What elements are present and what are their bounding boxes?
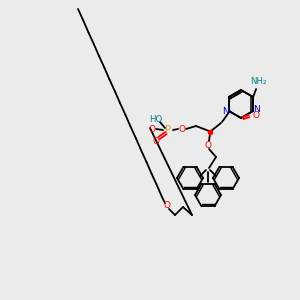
- Text: HO: HO: [149, 115, 163, 124]
- Text: O: O: [152, 136, 160, 146]
- Text: NH₂: NH₂: [250, 76, 266, 85]
- Text: O: O: [253, 112, 260, 121]
- Text: N: N: [253, 106, 260, 115]
- Text: O: O: [205, 140, 212, 149]
- Text: O: O: [164, 202, 170, 211]
- Text: O: O: [148, 124, 155, 134]
- Text: P: P: [165, 125, 171, 135]
- Text: O: O: [178, 124, 185, 134]
- Text: N: N: [223, 106, 229, 116]
